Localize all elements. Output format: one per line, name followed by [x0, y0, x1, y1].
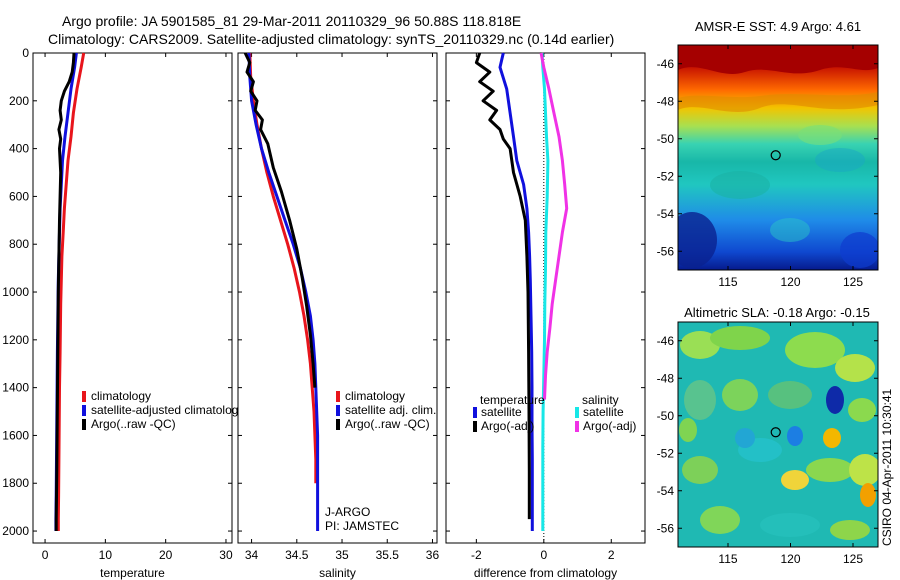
salinity-legend-swatch — [336, 391, 340, 402]
depth-tick-label: 1400 — [2, 381, 29, 395]
salinity-legend-label: climatology — [345, 389, 405, 403]
depth-tick-label: 1200 — [2, 333, 29, 347]
sst_map-ytick-label: -56 — [657, 244, 675, 258]
salinity-xtick-label: 34.5 — [285, 548, 309, 562]
temperature-xtick-label: 10 — [99, 548, 113, 562]
diff-legend-label: satellite — [481, 405, 522, 419]
depth-tick-label: 1000 — [2, 285, 29, 299]
diff-legend-header-salinity: salinity — [582, 393, 619, 407]
sla_map-ytick-label: -56 — [657, 521, 675, 535]
temperature-xtick-label: 20 — [159, 548, 173, 562]
sla_map-ytick-label: -48 — [657, 371, 675, 385]
salinity-xtick-label: 34 — [245, 548, 259, 562]
sla_map-xtick-label: 125 — [843, 552, 863, 566]
diff-legend-swatch — [473, 407, 477, 418]
sst_map-ytick-label: -46 — [657, 57, 675, 71]
salinity-legend-swatch — [336, 405, 340, 416]
sst-map-title: AMSR-E SST: 4.9 Argo: 4.61 — [695, 19, 861, 34]
salinity-legend-label: Argo(..raw -QC) — [345, 417, 430, 431]
difference-series-1 — [474, 52, 531, 520]
difference-series-0 — [498, 52, 534, 531]
temperature-legend-swatch — [82, 391, 86, 402]
diff-legend-label: Argo(-adj) — [481, 419, 534, 433]
sla_map-ytick-label: -52 — [657, 446, 675, 460]
sst_map-xtick-label: 125 — [843, 275, 863, 289]
sst_map-ytick-label: -48 — [657, 94, 675, 108]
diff-legend-swatch — [473, 421, 477, 432]
depth-tick-label: 400 — [9, 142, 29, 156]
temperature-xlabel: temperature — [100, 566, 165, 580]
sst_map-xtick-label: 120 — [780, 275, 800, 289]
difference-series-3 — [539, 52, 569, 400]
temperature-xtick-label: 0 — [42, 548, 49, 562]
panel-temperature: 0 10 20 30 0 200 400 600 800 1000 1200 1400 1600 1800… — [2, 46, 244, 580]
salinity-xlabel: salinity — [319, 566, 356, 580]
salinity-legend-swatch — [336, 419, 340, 430]
salinity-xtick-label: 36 — [426, 548, 440, 562]
sla_map-ytick-label: -54 — [657, 484, 675, 498]
sst_map-xtick-label: 115 — [718, 275, 737, 289]
sst_map-ytick-label: -52 — [657, 169, 675, 183]
difference-xtick-label: -2 — [471, 548, 482, 562]
header-line1: Argo profile: JA 5901585_81 29-Mar-2011 … — [62, 13, 521, 29]
sla-map-title: Altimetric SLA: -0.18 Argo: -0.15 — [684, 305, 870, 320]
temperature-series-2 — [54, 52, 76, 531]
depth-tick-label: 2000 — [2, 524, 29, 538]
temperature-xtick-label: 30 — [219, 548, 233, 562]
diff-legend-label: satellite — [583, 405, 624, 419]
sidebar-timestamp: CSIRO 04-Apr-2011 10:30:41 — [880, 388, 894, 546]
diff-legend-label: Argo(-adj) — [583, 419, 636, 433]
depth-tick-label: 200 — [9, 94, 29, 108]
sst-heatmap — [678, 45, 878, 270]
argo-annotation: J-ARGO — [325, 505, 370, 519]
salinity-xtick-label: 35.5 — [376, 548, 400, 562]
sla_map-ytick-label: -50 — [657, 409, 675, 423]
sst_map-ytick-label: -54 — [657, 207, 675, 221]
difference-series-2 — [540, 52, 550, 531]
sla_map-argo-location-marker — [770, 427, 781, 438]
temperature-legend-label: climatology — [91, 389, 151, 403]
sst_map-argo-location-marker — [770, 150, 781, 161]
difference-xtick-label: 0 — [540, 548, 547, 562]
depth-tick-label: 0 — [22, 46, 29, 60]
temperature-series-0 — [56, 52, 86, 531]
temperature-axes-box — [32, 52, 233, 544]
depth-tick-label: 800 — [9, 237, 29, 251]
sla-heatmap — [678, 322, 878, 547]
sst_map-ytick-label: -50 — [657, 132, 675, 146]
depth-tick-label: 1800 — [2, 476, 29, 490]
salinity-axes-box — [237, 52, 438, 544]
argo-annotation: PI: JAMSTEC — [325, 519, 399, 533]
sla_map-xtick-label: 120 — [780, 552, 800, 566]
diff-legend-header-temperature: temperature — [480, 393, 545, 407]
panel-salinity: 34 34.5 35 35.5 36 salinity climatologysatelli… — [237, 52, 440, 580]
sla_map-xtick-label: 115 — [718, 552, 737, 566]
panel-difference: -2 0 2 difference from climatology temperatu… — [445, 52, 646, 580]
depth-tick-label: 600 — [9, 189, 29, 203]
temperature-legend-label: satellite-adjusted climatology — [91, 403, 244, 417]
temperature-legend-swatch — [82, 405, 86, 416]
sla_map-ytick-label: -46 — [657, 334, 675, 348]
depth-tick-label: 1600 — [2, 428, 29, 442]
salinity-legend-label: satellite adj. clim. — [345, 403, 436, 417]
temperature-legend-swatch — [82, 419, 86, 430]
header-line2: Climatology: CARS2009. Satellite-adjuste… — [48, 31, 614, 47]
difference-xlabel: difference from climatology — [474, 566, 617, 580]
diff-legend-swatch — [575, 421, 579, 432]
salinity-xtick-label: 35 — [335, 548, 349, 562]
diff-legend-swatch — [575, 407, 579, 418]
salinity-series-2 — [243, 52, 317, 388]
temperature-legend-label: Argo(..raw -QC) — [91, 417, 176, 431]
difference-xtick-label: 2 — [608, 548, 615, 562]
